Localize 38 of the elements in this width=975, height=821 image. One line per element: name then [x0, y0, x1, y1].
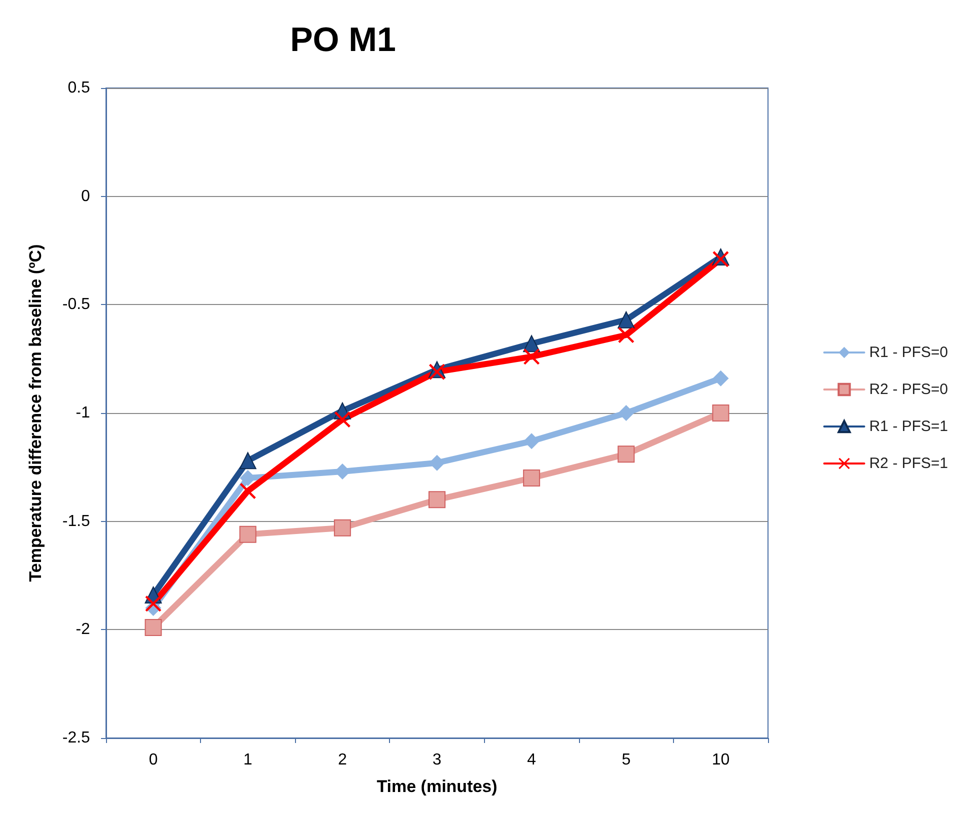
y-tick-label: 0 — [81, 188, 90, 205]
point — [618, 446, 635, 463]
point — [240, 483, 256, 499]
y-tick-label: -1 — [76, 404, 90, 422]
point — [334, 412, 350, 428]
x-tick-label: 5 — [622, 752, 631, 768]
point — [523, 470, 540, 486]
x-axis-title: Time (minutes) — [376, 777, 498, 796]
point — [524, 348, 540, 365]
y-axis-title: Temperature difference from baseline (ºC) — [26, 244, 45, 582]
point — [618, 311, 635, 328]
y-tick-label: 0.5 — [68, 80, 90, 96]
y-tick-label: -2.5 — [62, 730, 90, 746]
legend-label: R2 - PFS=0 — [869, 381, 948, 398]
x-tick-label: 10 — [712, 752, 730, 768]
point — [334, 519, 351, 536]
legend-label: R2 - PFS=1 — [869, 455, 948, 472]
point — [428, 491, 446, 508]
x-tick-label: 3 — [432, 752, 442, 768]
x-tick-label: 0 — [148, 752, 158, 768]
point — [618, 327, 634, 343]
point — [524, 433, 540, 450]
legend-label: R1 - PFS=1 — [869, 418, 948, 435]
y-tick-label: -1.5 — [62, 512, 90, 530]
point — [144, 619, 162, 636]
chart-title: PO M1 — [290, 21, 396, 59]
x-tick-label: 4 — [527, 752, 536, 768]
y-tick-label: -0.5 — [62, 296, 90, 314]
y-tick-label: -2 — [76, 621, 90, 638]
point — [618, 405, 634, 421]
x-tick-label: 1 — [243, 752, 252, 768]
point — [239, 452, 256, 470]
x-tick-label: 2 — [338, 752, 347, 768]
point — [712, 404, 730, 422]
point — [239, 526, 256, 543]
point — [712, 370, 729, 386]
legend-label: R1 - PFS=0 — [869, 344, 948, 361]
point — [145, 596, 162, 612]
